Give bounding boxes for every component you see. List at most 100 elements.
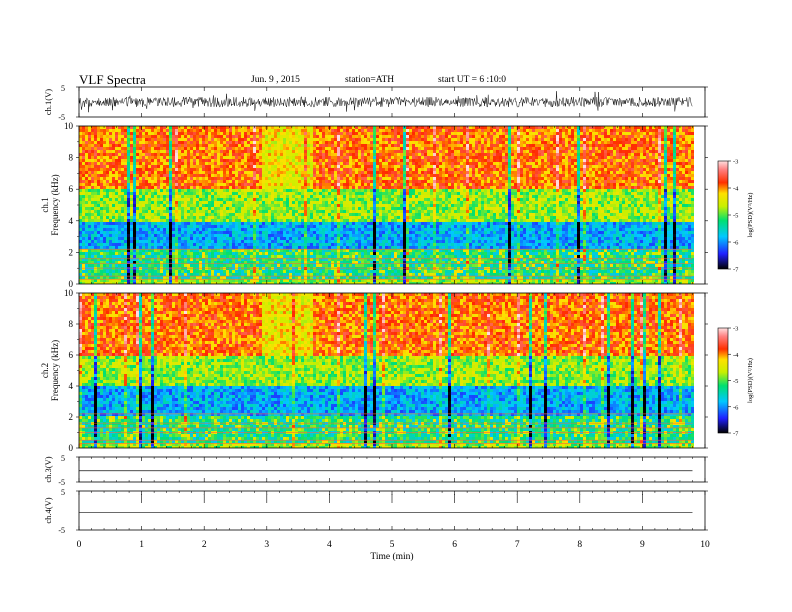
ch1s-cell — [136, 195, 139, 198]
ch1s-cell — [106, 213, 109, 216]
ch1s-cell — [154, 189, 157, 192]
ch1s-cell — [253, 177, 256, 180]
ch1s-cell — [166, 252, 169, 255]
ch1s-cell — [346, 273, 349, 276]
ch1s-cell — [298, 201, 301, 204]
ch1s-cell — [238, 201, 241, 204]
ch1s-cell — [109, 243, 112, 246]
ch1s-cell — [112, 240, 115, 243]
ch1s-cell — [277, 219, 280, 222]
ch1s-cell — [187, 243, 190, 246]
ch1s-cell — [310, 198, 313, 201]
ch1s-cell — [172, 216, 175, 219]
ch1s-cell — [298, 150, 301, 153]
ch1s-cell — [277, 210, 280, 213]
ch1s-cell — [208, 138, 211, 141]
ch1s-cell — [202, 135, 205, 138]
ch1s-cell — [112, 216, 115, 219]
ch1s-cell — [334, 246, 337, 249]
ch1s-cell — [304, 216, 307, 219]
ch1s-cell — [271, 192, 274, 195]
ch1s-cell — [235, 222, 238, 225]
ch1s-cell — [163, 234, 166, 237]
ch1s-cell — [163, 225, 166, 228]
ch1s-cell — [106, 129, 109, 132]
ch1s-cell — [208, 171, 211, 174]
ch1s-cell — [151, 234, 154, 237]
ch1s-cell — [280, 240, 283, 243]
ch1s-cell — [220, 234, 223, 237]
ch1s-cell — [280, 225, 283, 228]
ch1s-cell — [253, 141, 256, 144]
ch1s-cell — [124, 255, 127, 258]
ch1s-cell — [304, 240, 307, 243]
ch1s-cell — [262, 204, 265, 207]
ch1s-cell — [247, 246, 250, 249]
ch1s-cell — [91, 147, 94, 150]
ch1s-cell — [283, 177, 286, 180]
ch1s-cell — [220, 228, 223, 231]
ch1s-cell — [85, 171, 88, 174]
ch1s-cell — [91, 156, 94, 159]
ch1s-cell — [313, 144, 316, 147]
ch1s-cell — [292, 132, 295, 135]
ch1s-cell — [253, 255, 256, 258]
ch1s-cell — [151, 129, 154, 132]
ch1s-cell — [196, 228, 199, 231]
ch1s-cell — [106, 177, 109, 180]
ch1s-cell — [346, 240, 349, 243]
ch1s-cell — [226, 204, 229, 207]
ch1s-cell — [166, 219, 169, 222]
ch1s-cell — [283, 255, 286, 258]
ch1s-cell — [334, 186, 337, 189]
ch1s-cell — [226, 246, 229, 249]
ch1s-cell — [241, 234, 244, 237]
ch1s-cell — [121, 189, 124, 192]
ch1s-cell — [232, 198, 235, 201]
ch1s-cell — [259, 222, 262, 225]
ch1s-cell — [112, 219, 115, 222]
ch1s-cell — [211, 240, 214, 243]
ch1s-cell — [166, 174, 169, 177]
ch1s-cell — [127, 210, 130, 213]
ch1s-cell — [79, 264, 82, 267]
ch1s-cell — [133, 237, 136, 240]
ch1s-cell — [334, 150, 337, 153]
ch1s-cell — [115, 180, 118, 183]
ch1s-cell — [193, 234, 196, 237]
ch1s-cell — [343, 234, 346, 237]
ch1s-cell — [295, 183, 298, 186]
ch1s-cell — [295, 159, 298, 162]
ch1s-cell — [220, 183, 223, 186]
ch1s-cell — [214, 201, 217, 204]
ch1s-cell — [292, 126, 295, 129]
ch1s-cell — [229, 216, 232, 219]
ch1s-cell — [271, 255, 274, 258]
ch1s-cell — [136, 201, 139, 204]
ch1s-cell — [250, 201, 253, 204]
ch1s-cell — [244, 219, 247, 222]
ch1s-cell — [109, 216, 112, 219]
ch1s-cell — [166, 198, 169, 201]
ch1s-cell — [100, 216, 103, 219]
ch1s-cell — [205, 150, 208, 153]
ch1s-cell — [313, 177, 316, 180]
ch1s-cell — [205, 222, 208, 225]
ch1s-cell — [262, 273, 265, 276]
ch1s-cell — [277, 147, 280, 150]
ch1s-cell — [337, 141, 340, 144]
ch1s-cell — [100, 240, 103, 243]
ch1s-cell — [310, 195, 313, 198]
ch1s-cell — [172, 129, 175, 132]
ch1s-cell — [118, 240, 121, 243]
ch1s-cell — [244, 225, 247, 228]
ch1s-cell — [190, 147, 193, 150]
ch1s-cell — [190, 177, 193, 180]
ch1s-cell — [250, 246, 253, 249]
ch1s-cell — [181, 237, 184, 240]
ch1s-cell — [181, 171, 184, 174]
ch1s-cell — [346, 213, 349, 216]
ch1s-cell — [319, 243, 322, 246]
ch1s-cell — [82, 216, 85, 219]
ch1s-cell — [343, 171, 346, 174]
